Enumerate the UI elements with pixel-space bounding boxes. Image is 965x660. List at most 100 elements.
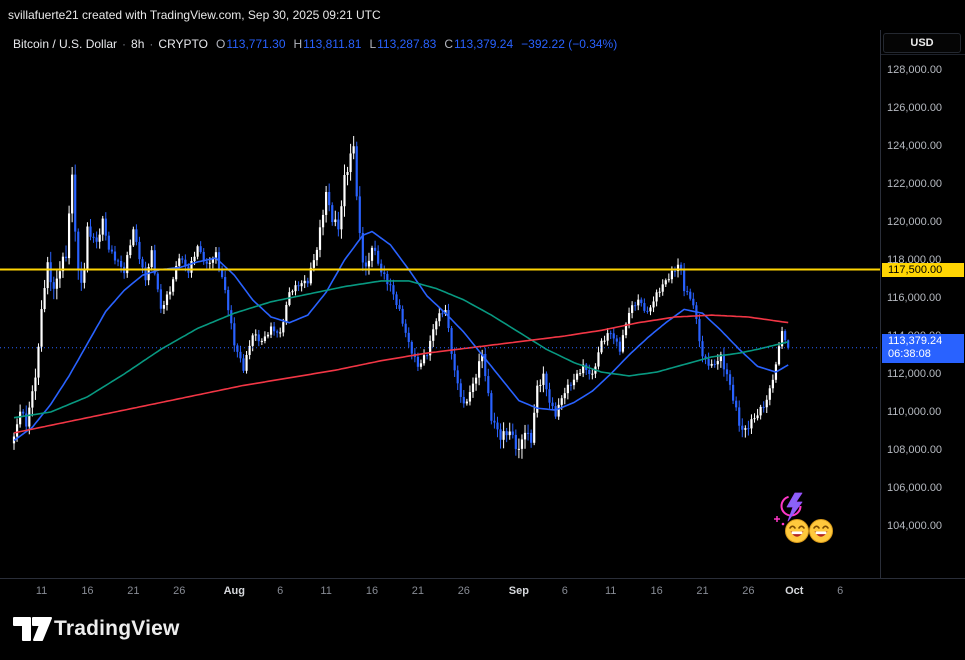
candle-body[interactable] [269,326,273,335]
candle-body[interactable] [141,259,144,268]
candle-body[interactable] [251,335,254,346]
candle-body[interactable] [132,229,135,246]
candle-body[interactable] [673,270,677,272]
candle-body[interactable] [762,406,765,408]
candle-body[interactable] [438,313,441,322]
candle-body[interactable] [364,262,367,267]
candle-body[interactable] [28,407,31,427]
candle-body[interactable] [227,289,230,311]
candle-body[interactable] [689,291,692,299]
candle-body[interactable] [569,384,573,386]
candle-body[interactable] [419,363,423,367]
candle-body[interactable] [456,370,459,384]
candle-body[interactable] [416,356,420,367]
candle-body[interactable] [624,323,628,336]
candle-body[interactable] [517,448,520,450]
candle-body[interactable] [432,329,435,341]
candle-body[interactable] [392,285,395,295]
candle-body[interactable] [67,213,71,259]
candle-body[interactable] [230,310,233,324]
candle-body[interactable] [52,282,55,289]
symbol-title[interactable]: Bitcoin / U.S. Dollar [13,37,118,51]
candle-body[interactable] [732,384,735,401]
candle-body[interactable] [34,377,37,392]
candle-body[interactable] [471,383,475,393]
candle-body[interactable] [98,234,101,242]
candle-body[interactable] [113,251,117,261]
candle-body[interactable] [404,323,407,333]
candle-body[interactable] [686,291,689,293]
candle-body[interactable] [120,261,123,267]
candle-body[interactable] [242,358,245,371]
candle-body[interactable] [722,354,726,370]
candle-body[interactable] [784,331,787,341]
candle-body[interactable] [710,363,713,366]
candle-body[interactable] [303,280,306,284]
candle-body[interactable] [493,420,496,423]
candle-body[interactable] [523,432,527,440]
candle-body[interactable] [260,340,263,342]
candle-body[interactable] [309,267,312,284]
candle-body[interactable] [468,392,472,402]
candle-body[interactable] [80,270,83,283]
candle-body[interactable] [107,235,110,250]
candle-body[interactable] [159,289,162,309]
candle-body[interactable] [508,431,511,436]
candle-body[interactable] [138,241,141,260]
candle-body[interactable] [233,323,236,346]
candle-body[interactable] [165,294,169,306]
candle-body[interactable] [640,299,643,304]
candle-body[interactable] [490,393,493,421]
candle-body[interactable] [634,305,637,307]
candle-body[interactable] [31,391,34,408]
candle-body[interactable] [627,312,631,324]
candle-body[interactable] [441,313,444,315]
candle-body[interactable] [481,353,484,362]
candle-body[interactable] [86,226,89,270]
candle-body[interactable] [318,227,322,250]
candle-body[interactable] [343,175,346,207]
candle-body[interactable] [279,332,282,334]
candle-body[interactable] [156,273,159,290]
candle-body[interactable] [61,256,65,272]
candle-body[interactable] [337,219,340,230]
candle-body[interactable] [520,439,524,449]
candle-body[interactable] [71,174,74,214]
candle-body[interactable] [373,247,377,251]
candle-body[interactable] [496,422,499,430]
candle-body[interactable] [725,369,729,375]
candle-body[interactable] [787,340,790,348]
candle-body[interactable] [49,262,52,283]
candle-body[interactable] [352,146,355,154]
candle-body[interactable] [126,255,129,274]
candle-body[interactable] [40,309,43,347]
candle-body[interactable] [380,263,383,273]
candle-body[interactable] [361,232,364,263]
candle-body[interactable] [328,191,331,206]
candle-body[interactable] [58,271,61,279]
candle-body[interactable] [196,246,199,257]
candle-body[interactable] [331,205,334,223]
candle-body[interactable] [545,373,548,390]
candle-body[interactable] [539,384,542,386]
candle-body[interactable] [435,321,438,330]
candle-body[interactable] [315,249,319,261]
candle-body[interactable] [728,374,732,385]
candle-body[interactable] [398,305,401,309]
candle-body[interactable] [377,250,380,264]
candle-body[interactable] [465,401,468,404]
candle-body[interactable] [266,334,270,337]
candle-body[interactable] [609,333,612,335]
candle-body[interactable] [150,250,153,268]
candle-body[interactable] [245,354,248,371]
candle-body[interactable] [358,196,361,233]
candle-body[interactable] [199,246,202,252]
candle-body[interactable] [46,262,49,289]
candle-body[interactable] [181,258,184,260]
candle-body[interactable] [548,389,551,403]
candle-body[interactable] [670,270,673,280]
candle-body[interactable] [22,411,25,414]
candle-body[interactable] [511,431,514,435]
candle-body[interactable] [257,334,260,342]
candle-body[interactable] [747,428,750,430]
